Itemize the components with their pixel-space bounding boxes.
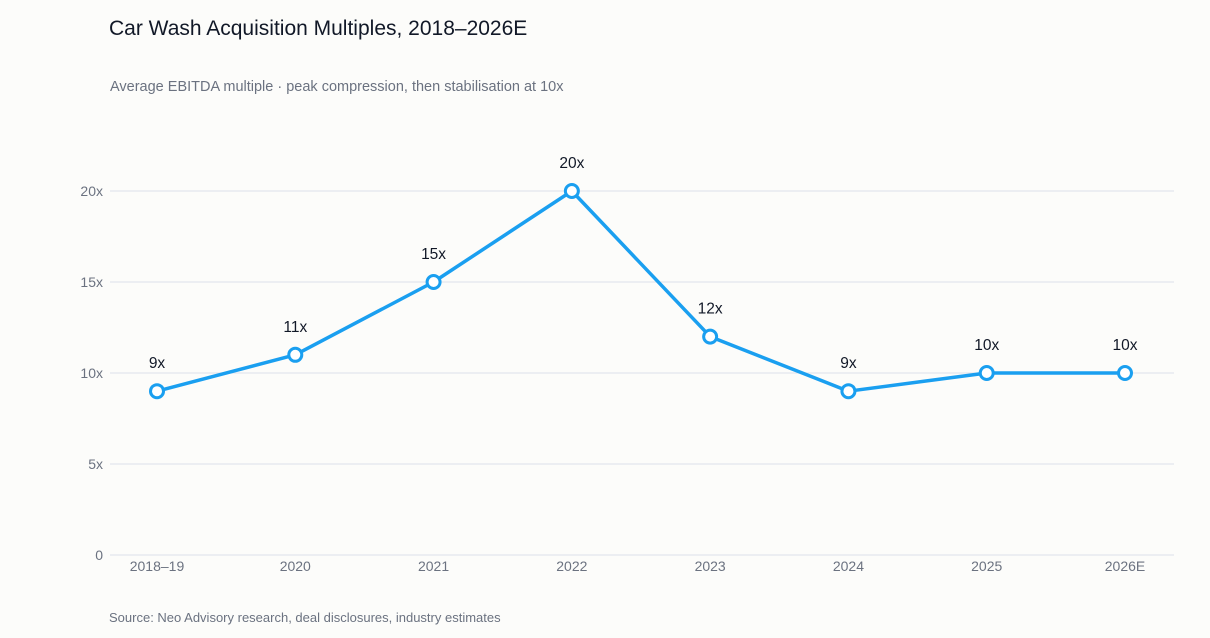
data-label: 12x <box>698 301 723 318</box>
data-label: 10x <box>1113 337 1138 354</box>
data-label: 15x <box>421 246 446 263</box>
x-tick-label: 2026E <box>1105 558 1145 574</box>
data-label: 10x <box>974 337 999 354</box>
y-tick-label: 15x <box>80 274 103 290</box>
x-tick-label: 2018–19 <box>130 558 185 574</box>
data-label: 9x <box>840 355 857 372</box>
data-label: 11x <box>283 319 307 336</box>
data-point <box>1117 365 1133 381</box>
chart-subtitle: Average EBITDA multiple · peak compressi… <box>110 79 564 95</box>
x-tick-label: 2022 <box>556 558 587 574</box>
data-point <box>840 383 857 400</box>
y-tick-label: 10x <box>80 365 103 381</box>
data-point <box>149 383 165 400</box>
y-tick-label: 5x <box>88 456 103 472</box>
x-tick-label: 2024 <box>833 558 864 574</box>
x-tick-label: 2023 <box>695 558 726 574</box>
x-tick-label: 2025 <box>971 558 1002 574</box>
data-point <box>702 328 719 345</box>
source-note: Source: Neo Advisory research, deal disc… <box>109 610 501 625</box>
peak-data-label: 20x <box>559 155 584 172</box>
data-label: 9x <box>149 355 166 372</box>
series-line-group <box>155 189 1127 393</box>
x-tick-label: 2021 <box>418 558 449 574</box>
data-points <box>149 183 1133 400</box>
data-point <box>978 365 995 381</box>
data-point <box>425 274 442 290</box>
y-axis-ticks: 0 5x 10x 15x 20x <box>80 183 103 563</box>
y-tick-label: 20x <box>80 183 103 199</box>
y-tick-label: 0 <box>95 547 103 563</box>
chart-title: Car Wash Acquisition Multiples, 2018–202… <box>109 17 528 40</box>
data-point <box>563 183 580 199</box>
x-tick-label: 2020 <box>280 558 311 574</box>
x-axis-ticks: 2018–19 2020 2021 2022 2023 2024 2025 2026E <box>130 558 1146 574</box>
data-labels: 9x 11x 15x 20x 12x 9x 10x 10x <box>149 155 1138 372</box>
data-point <box>287 346 304 363</box>
series-line <box>155 189 1127 393</box>
